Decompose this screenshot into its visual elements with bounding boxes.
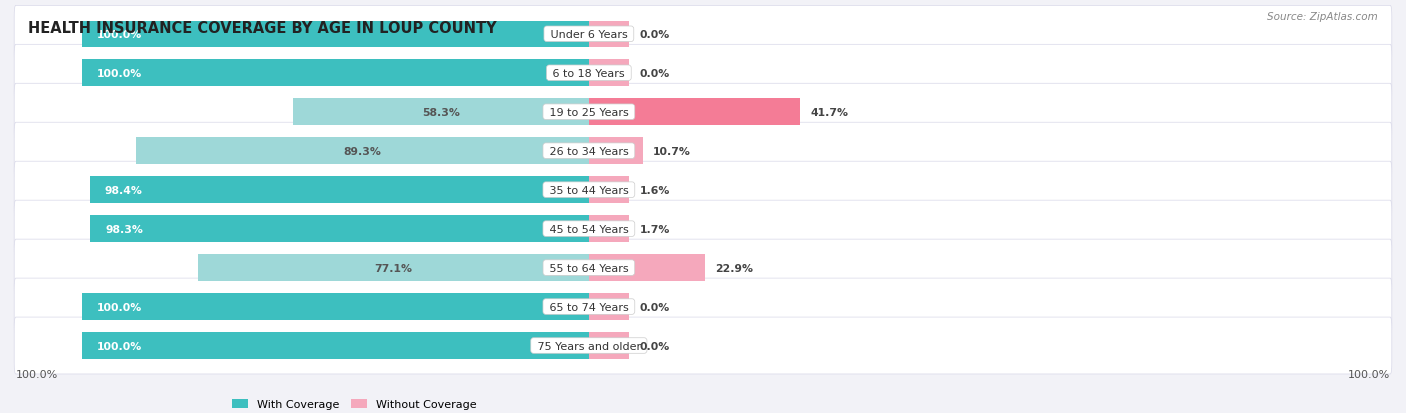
Bar [198,255,589,281]
FancyBboxPatch shape [14,84,1392,141]
FancyBboxPatch shape [14,45,1392,102]
Text: 1.7%: 1.7% [640,224,671,234]
Text: 75 Years and older: 75 Years and older [533,341,644,351]
FancyBboxPatch shape [14,162,1392,218]
Text: 10.7%: 10.7% [654,146,692,156]
Text: 0.0%: 0.0% [640,341,669,351]
Bar [589,60,630,87]
Text: 55 to 64 Years: 55 to 64 Years [546,263,631,273]
FancyBboxPatch shape [14,123,1392,180]
Bar [589,138,643,164]
Text: Under 6 Years: Under 6 Years [547,30,631,40]
Text: 41.7%: 41.7% [810,107,849,117]
FancyBboxPatch shape [14,278,1392,335]
Bar [589,216,630,242]
Text: 100.0%: 100.0% [1348,369,1391,379]
Text: 0.0%: 0.0% [640,302,669,312]
Text: 100.0%: 100.0% [97,302,142,312]
Legend: With Coverage, Without Coverage: With Coverage, Without Coverage [228,394,481,413]
Text: 0.0%: 0.0% [640,69,669,78]
Text: 45 to 54 Years: 45 to 54 Years [546,224,633,234]
Bar [294,99,589,126]
Text: 98.3%: 98.3% [105,224,143,234]
Text: 26 to 34 Years: 26 to 34 Years [546,146,633,156]
Text: 100.0%: 100.0% [97,69,142,78]
FancyBboxPatch shape [14,317,1392,374]
Text: 0.0%: 0.0% [640,30,669,40]
Bar [589,99,800,126]
Bar [589,21,630,48]
Bar [82,294,589,320]
Text: 58.3%: 58.3% [422,107,460,117]
Text: 65 to 74 Years: 65 to 74 Years [546,302,633,312]
Text: 22.9%: 22.9% [716,263,754,273]
FancyBboxPatch shape [14,201,1392,257]
Text: 100.0%: 100.0% [97,341,142,351]
Bar [589,177,630,204]
Text: 77.1%: 77.1% [374,263,412,273]
Text: HEALTH INSURANCE COVERAGE BY AGE IN LOUP COUNTY: HEALTH INSURANCE COVERAGE BY AGE IN LOUP… [28,21,496,36]
FancyBboxPatch shape [14,6,1392,63]
Bar [589,294,630,320]
Text: 100.0%: 100.0% [97,30,142,40]
Bar [136,138,589,164]
Bar [82,60,589,87]
Text: 35 to 44 Years: 35 to 44 Years [546,185,633,195]
Bar [589,255,704,281]
Text: 1.6%: 1.6% [640,185,671,195]
Bar [82,332,589,359]
Text: 6 to 18 Years: 6 to 18 Years [550,69,628,78]
FancyBboxPatch shape [14,240,1392,296]
Text: 19 to 25 Years: 19 to 25 Years [546,107,633,117]
Bar [90,216,589,242]
Bar [82,21,589,48]
Text: 98.4%: 98.4% [105,185,143,195]
Text: Source: ZipAtlas.com: Source: ZipAtlas.com [1267,12,1378,22]
Text: 89.3%: 89.3% [343,146,381,156]
Bar [589,332,630,359]
Text: 100.0%: 100.0% [15,369,58,379]
Bar [90,177,589,204]
